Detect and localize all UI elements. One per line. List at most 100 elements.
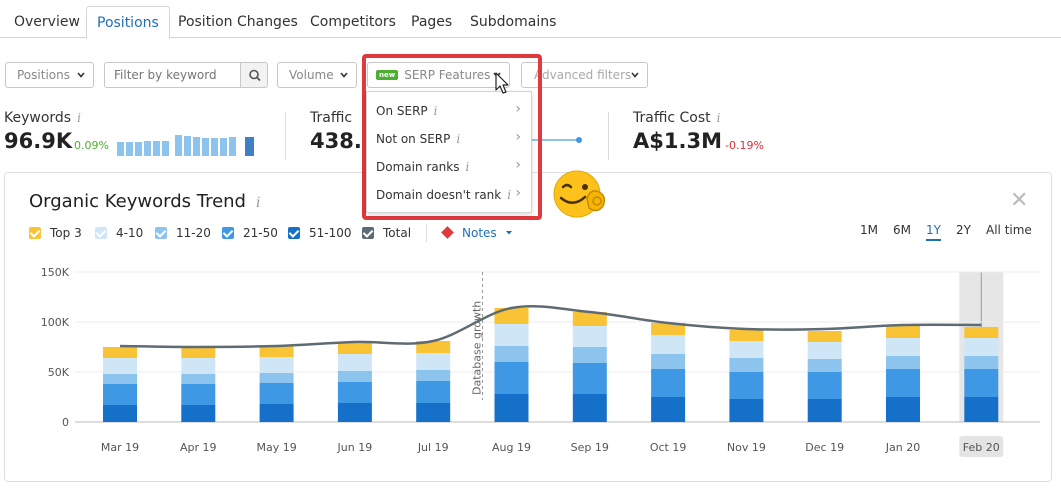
bar-segment [807,359,842,372]
annotation-label: Database growth [471,301,484,395]
bar-segment [416,341,451,353]
tab-overview[interactable]: Overview [14,14,80,30]
bar-segment [651,369,686,397]
legend-divider [426,224,427,242]
bar-segment [337,403,372,422]
tab-positions[interactable]: Positions [86,6,170,39]
bar-segment [964,369,999,397]
keywords-label: Keywords i [4,110,81,126]
menu-item-on-serp[interactable]: On SERP i [376,104,438,118]
volume-filter-label: Volume [289,68,334,82]
bar-segment [259,383,294,404]
legend-4-10[interactable]: 4-10 [95,226,143,240]
cursor-icon [495,72,509,94]
bar-segment [416,370,451,381]
x-tick-label: Aug 19 [492,441,531,454]
tab-subdomains[interactable]: Subdomains [470,14,557,30]
search-button[interactable] [240,62,268,88]
tab-competitors[interactable]: Competitors [310,14,396,30]
serp-features-label: SERP Features [404,68,491,82]
checkbox-icon [155,227,167,239]
x-tick-label: Dec 19 [805,441,844,454]
info-icon: i [456,132,461,146]
bar-segment [807,331,842,342]
bar-segment [494,324,529,346]
legend-51-100[interactable]: 51-100 [288,226,352,240]
bar-segment [337,342,372,354]
checkbox-icon [222,227,234,239]
traffic-cost-value: A$1.3M [633,129,722,153]
range-1m[interactable]: 1M [860,223,878,237]
bar-segment [103,374,137,384]
y-tick-label: 100K [41,316,70,329]
bar-segment [103,405,137,422]
serp-features-filter[interactable]: new SERP Features [367,62,510,88]
x-label-highlight [959,436,1004,457]
legend-top3[interactable]: Top 3 [29,226,82,240]
advanced-filters-button[interactable]: Advanced filters [521,62,648,88]
x-tick-label: May 19 [256,441,296,454]
bar-segment [259,373,294,383]
legend-11-20[interactable]: 11-20 [155,226,211,240]
y-tick-label: 50K [48,366,70,379]
traffic-cost-label: Traffic Cost i [633,110,721,126]
tab-position-changes[interactable]: Position Changes [178,14,298,30]
legend-21-50[interactable]: 21-50 [222,226,278,240]
bar-segment [494,308,529,324]
bar-segment [337,354,372,371]
close-icon[interactable]: ✕ [1010,188,1029,213]
menu-item-domain-ranks[interactable]: Domain ranks i [376,160,470,174]
range-all-time[interactable]: All time [986,223,1032,237]
bar-segment [886,397,920,422]
bar-segment [729,341,764,358]
bar-segment [572,326,607,347]
keywords-value: 96.9K [4,129,73,153]
notes-dropdown[interactable]: Notes [441,226,514,240]
bar-segment [807,372,842,399]
keywords-delta: 0.09% [74,139,109,152]
bar-segment [886,356,920,369]
range-2y[interactable]: 2Y [956,223,971,237]
bar-segment [416,353,451,370]
search-icon [249,69,261,82]
bar-segment [886,369,920,397]
x-tick-label: Jan 20 [885,441,920,454]
traffic-label: Traffic [310,110,353,126]
checkbox-icon [95,227,107,239]
keyword-filter-input[interactable] [104,62,241,88]
bar-segment [416,403,451,422]
bar-segment [337,382,372,403]
volume-filter[interactable]: Volume [277,62,357,88]
bar-segment [494,346,529,362]
chevron-right-icon: › [515,101,521,117]
y-tick-label: 150K [41,266,70,279]
chevron-down-icon [631,72,639,78]
x-tick-label: Jun 19 [337,441,373,454]
x-tick-label: Sep 19 [571,441,609,454]
y-tick-label: 0 [62,416,69,429]
bar-segment [964,338,999,356]
menu-item-not-on-serp[interactable]: Not on SERP i [376,132,461,146]
range-6m[interactable]: 6M [893,223,911,237]
bar-segment [181,405,216,422]
positions-filter[interactable]: Positions [5,62,94,88]
bar-segment [964,327,999,338]
bar-segment [964,397,999,422]
tab-pages[interactable]: Pages [411,14,453,30]
bar-segment [964,356,999,369]
x-tick-label: Jul 19 [417,441,449,454]
chevron-down-icon [77,72,85,78]
bar-segment [259,357,294,373]
legend-total[interactable]: Total [362,226,411,240]
bar-segment [729,330,764,341]
bar-segment [729,372,764,399]
bar-segment [416,381,451,403]
bar-segment [886,338,920,356]
checkbox-icon [288,227,300,239]
range-1y[interactable]: 1Y [926,223,941,241]
bar-segment [103,358,137,374]
bar-segment [181,348,216,358]
menu-item-domain-doesnt-rank[interactable]: Domain doesn't rank i [376,188,512,202]
bar-segment [572,347,607,363]
